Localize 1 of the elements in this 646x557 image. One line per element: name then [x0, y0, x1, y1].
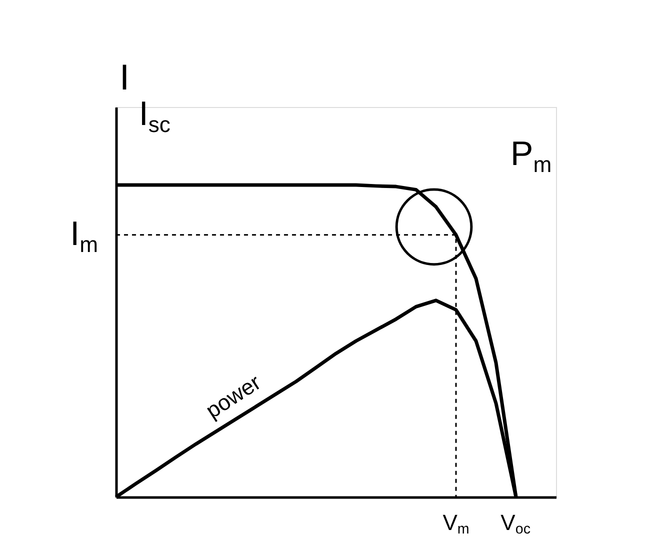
y-axis-title: I	[119, 56, 130, 98]
